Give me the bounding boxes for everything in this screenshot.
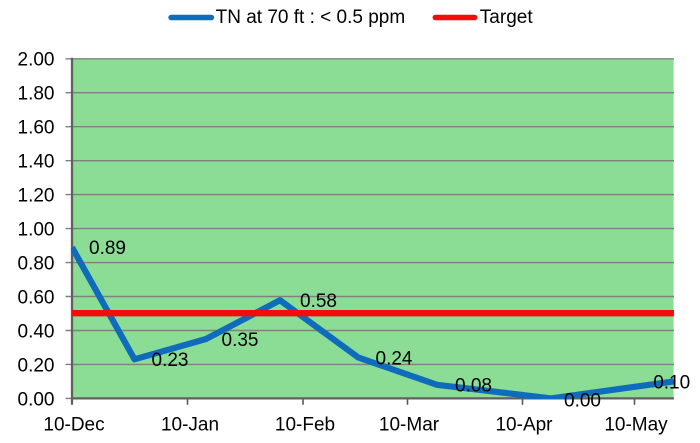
svg-text:10-Jan: 10-Jan	[161, 415, 219, 436]
svg-text:1.20: 1.20	[18, 186, 55, 207]
svg-text:0.08: 0.08	[455, 376, 492, 397]
svg-text:0.80: 0.80	[18, 254, 55, 275]
svg-text:10-Mar: 10-Mar	[379, 415, 440, 436]
svg-text:0.35: 0.35	[222, 330, 259, 351]
svg-text:2.00: 2.00	[18, 50, 55, 71]
svg-text:0.58: 0.58	[300, 291, 337, 312]
svg-text:0.20: 0.20	[18, 355, 55, 376]
svg-text:1.00: 1.00	[18, 220, 55, 241]
svg-text:10-May: 10-May	[604, 415, 668, 436]
svg-text:Target: Target	[480, 7, 534, 28]
svg-text:1.40: 1.40	[18, 152, 55, 173]
svg-text:0.40: 0.40	[18, 321, 55, 342]
svg-text:0.00: 0.00	[564, 390, 601, 411]
svg-text:1.60: 1.60	[18, 118, 55, 139]
svg-text:0.00: 0.00	[18, 389, 55, 410]
svg-text:0.24: 0.24	[376, 349, 413, 370]
svg-text:0.60: 0.60	[18, 287, 55, 308]
svg-text:10-Apr: 10-Apr	[495, 415, 553, 436]
svg-text:10-Dec: 10-Dec	[43, 415, 104, 436]
svg-text:TN at 70 ft : < 0.5 ppm: TN at 70 ft : < 0.5 ppm	[216, 7, 406, 28]
svg-text:0.23: 0.23	[152, 350, 189, 371]
svg-text:0.89: 0.89	[89, 238, 126, 259]
svg-text:10-Feb: 10-Feb	[275, 415, 335, 436]
svg-text:1.80: 1.80	[18, 84, 55, 105]
svg-text:0.10: 0.10	[653, 372, 690, 393]
